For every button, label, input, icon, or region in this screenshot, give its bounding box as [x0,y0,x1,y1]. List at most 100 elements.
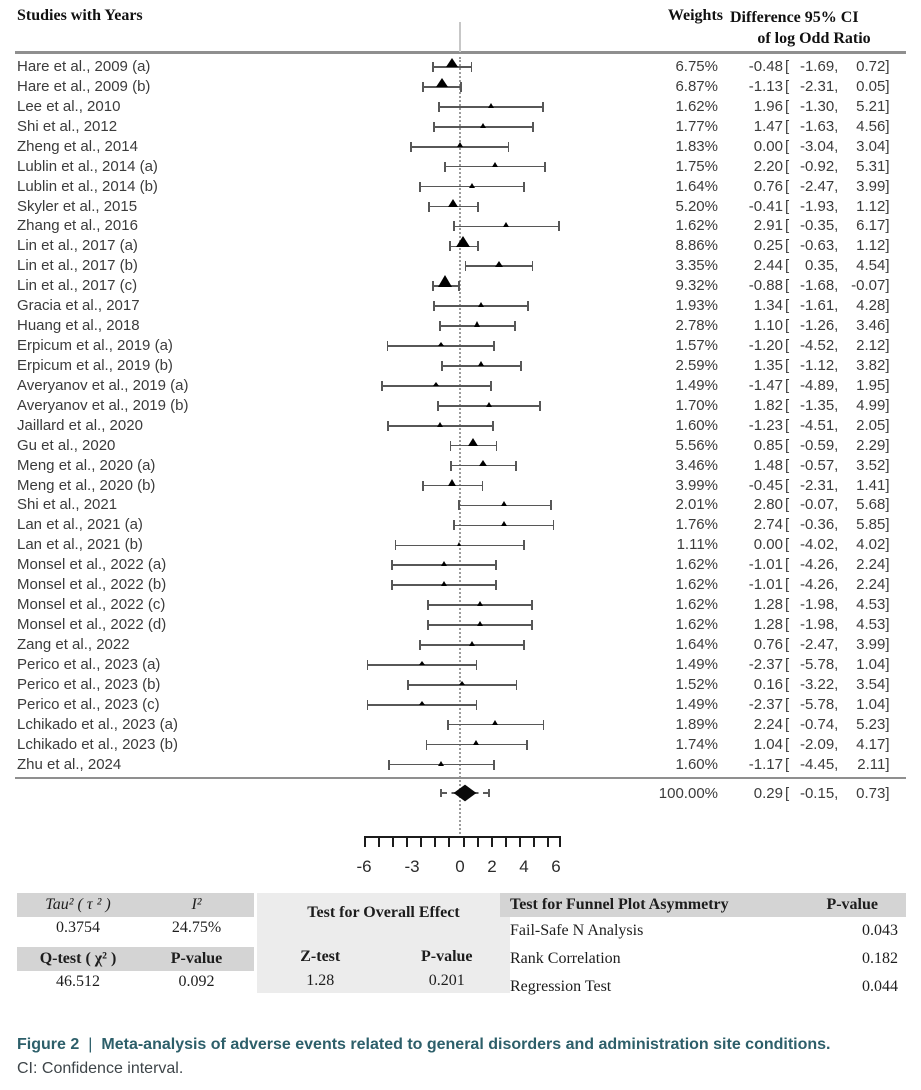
ci-upper-value: -0.07 [851,277,886,295]
ci-lower-value: 0.35 [804,257,835,275]
forest-row: Monsel et al., 2022 (b) 1.62% -1.01[-4.26,… [0,575,921,595]
ci-text: [-0.92, 5.31] [785,157,890,177]
ci-lower-value: -4.02 [799,536,835,554]
ci-text: [-2.31, 0.05] [785,77,890,97]
forest-row: Lchikado et al., 2023 (a) 1.89% 2.24[-0.74… [0,715,921,735]
x-axis-labels: -6 -3 0 2 4 6 [0,857,921,881]
effect-marker-triangle [438,275,453,287]
ci-lower-value: -2.31 [799,77,835,95]
study-label: Monsel et al., 2022 (a) [17,556,167,574]
ci-close-bracket: ] [885,715,890,733]
ci-close-bracket: ] [885,257,890,275]
weight-value: 1.62% [675,616,718,634]
table-gap [257,933,510,945]
ztest-pvalue-label: P-value [420,948,473,965]
overall-ci-cap-left [440,789,442,797]
effect-marker-triangle [448,479,457,487]
forest-row: Zhang et al., 2016 1.62% 2.91[-0.35, 6.17] [0,216,921,236]
study-label: Erpicum et al., 2019 (a) [17,337,173,355]
effect-marker-triangle [494,260,503,267]
study-label: Meng et al., 2020 (a) [17,456,156,474]
ci-cap-left [449,460,452,471]
weight-value: 5.56% [675,436,718,454]
ci-upper-value: 3.04 [856,137,886,155]
difference-value: 1.82 [753,396,783,414]
ci-text: [-0.74, 5.23] [785,715,890,735]
difference-ci-line2: of log Odd Ratio [757,30,871,47]
ci-close-bracket: ] [885,556,890,574]
ci-comma: , [834,675,839,693]
qtest-value: 46.512 [56,973,100,990]
study-label: Lin et al., 2017 (a) [17,237,138,255]
axis-tick [533,838,535,847]
ci-text: [-4.89, 1.95] [785,376,890,396]
difference-value: -1.47 [748,376,783,394]
ci-upper-value: 1.04 [856,655,886,673]
weight-value: 2.59% [675,356,718,374]
ci-text: [-1.61, 4.28] [785,296,890,316]
ci-close-bracket: ] [885,576,890,594]
ci-cap-right [531,600,534,611]
ci-cap-left [453,221,456,232]
ci-lower-value: -1.30 [799,97,835,115]
ci-text: [-0.35, 6.17] [785,216,890,236]
weight-value: 6.87% [675,77,718,95]
ci-upper-value: 3.99 [856,635,886,653]
ci-text: [-1.69, 0.72] [785,57,890,77]
forest-row: Zang et al., 2022 1.64% 0.76[-2.47, 3.99] [0,635,921,655]
ci-upper-value: 6.17 [856,217,886,235]
ci-lower-value: -1.69 [799,58,835,75]
ci-text: [0.35, 4.54] [785,256,890,276]
difference-value: 1.96 [753,97,783,115]
ci-cap-left [433,301,436,312]
forest-row: Lin et al., 2017 (a) 8.86% 0.25[-0.63, 1.12… [0,235,921,256]
ci-upper-value: 4.53 [856,616,886,634]
ci-upper-value: 4.54 [856,257,886,275]
ci-lower-value: -4.52 [799,337,835,355]
ci-comma: , [834,715,839,733]
ci-text: [-0.36, 5.85] [785,515,890,535]
study-label: Gu et al., 2020 [17,436,116,454]
ci-cap-right [459,81,462,92]
ci-lower-value: -4.51 [799,416,835,434]
ci-open-bracket: [ [785,416,790,434]
ci-cap-left [422,480,424,491]
forest-row: Shi et al., 2021 2.01% 2.80[-0.07, 5.68] [0,495,921,515]
effect-marker-triangle [492,720,499,726]
ci-text: [-5.78, 1.04] [785,655,890,675]
ztest-value-row: 1.28 0.201 [257,969,510,993]
ci-cap-left [432,121,435,132]
forest-row: Lin et al., 2017 (c) 9.32% -0.88[-1.68, -0.… [0,275,921,296]
ci-lower-value: -2.31 [799,476,835,494]
funnel-test-label: Fail-Safe N Analysis [510,922,644,939]
ci-cap-left [437,400,440,411]
ci-open-bracket: [ [785,456,790,474]
column-header-difference-ci: Difference 95% CI of log Odd Ratio [730,7,912,49]
ci-lower-value: -5.78 [799,695,835,713]
ci-upper-value: 1.04 [856,695,886,713]
overall-separator-line [15,777,906,779]
forest-row: Gracia et al., 2017 1.93% 1.34[-1.61, 4.28] [0,296,921,316]
ci-cap-right [543,161,546,172]
study-label: Shi et al., 2021 [17,496,118,514]
ci-lower-value: -1.98 [799,616,835,634]
ci-open-bracket: [ [785,257,790,275]
ci-close-bracket: ] [885,536,890,554]
ci-close-bracket: ] [885,416,890,434]
difference-value: 1.47 [753,117,783,135]
ci-comma: , [834,496,839,514]
study-label: Perico et al., 2023 (a) [17,655,161,673]
ci-text: [-5.78, 1.04] [785,695,890,715]
x-axis-ruler [364,836,561,847]
weight-value: 1.49% [675,376,718,394]
ci-cap-left [449,440,452,451]
overall-diamond [453,784,477,802]
zero-line-header-segment [459,22,461,52]
ci-comma: , [834,137,839,155]
forest-row: Hare et al., 2009 (a) 6.75% -0.48[-1.69, 0.… [0,57,921,77]
ci-upper-value: 0.05 [856,77,886,95]
ci-text: [-3.04, 3.04] [785,137,890,157]
ci-close-bracket: ] [885,596,890,614]
ci-cap-left [422,81,424,92]
tau2-value: 0.3754 [56,919,100,936]
